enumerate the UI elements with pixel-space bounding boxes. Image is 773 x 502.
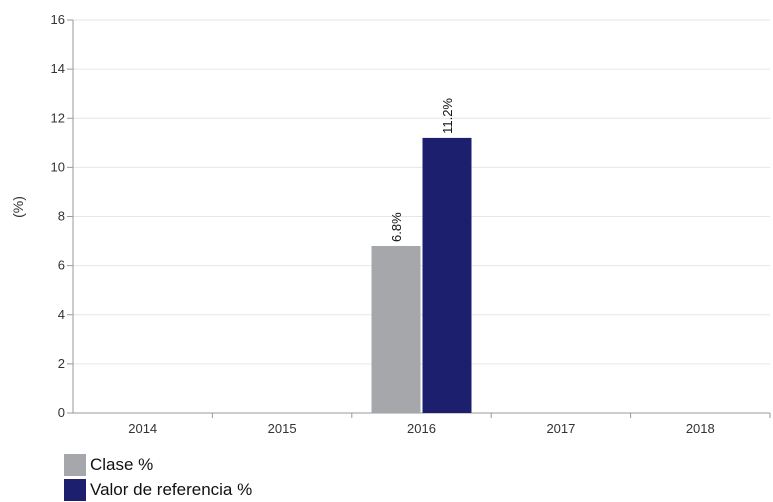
x-tick-label: 2014 <box>128 421 157 436</box>
y-tick-label: 2 <box>58 356 65 371</box>
y-tick-label: 8 <box>58 209 65 224</box>
legend-label-clase: Clase % <box>90 454 154 474</box>
y-tick-label: 16 <box>51 12 65 27</box>
bars <box>371 137 472 413</box>
legend-swatch-referencia <box>64 478 86 501</box>
y-tick-label: 6 <box>58 258 65 273</box>
grid-lines <box>73 19 770 365</box>
x-tick-label: 2017 <box>546 421 575 436</box>
x-axis: 2014 2015 2016 2017 2018 <box>73 412 771 436</box>
data-labels: 6.8% 11.2% <box>389 98 455 242</box>
y-tick-label: 4 <box>58 307 65 322</box>
legend-item-clase: Clase % <box>64 452 252 477</box>
y-axis-title: (%) <box>10 196 26 218</box>
x-tick-label: 2016 <box>407 421 436 436</box>
legend-label-referencia: Valor de referencia % <box>90 479 253 499</box>
x-tick-label: 2015 <box>268 421 297 436</box>
bar <box>422 137 472 413</box>
bar <box>371 245 421 413</box>
y-axis: 0 2 4 6 8 10 12 14 16 <box>51 12 74 420</box>
y-tick-label: 14 <box>51 61 65 76</box>
y-tick-label: 12 <box>51 110 65 125</box>
data-label: 6.8% <box>389 212 404 242</box>
legend-swatch-clase <box>64 453 86 476</box>
legend-item-referencia: Valor de referencia % <box>64 477 252 502</box>
legend: Clase % Valor de referencia % <box>64 452 252 502</box>
x-tick-label: 2018 <box>686 421 715 436</box>
y-tick-label: 0 <box>58 405 65 420</box>
data-label: 11.2% <box>440 98 455 134</box>
y-tick-label: 10 <box>51 159 65 174</box>
